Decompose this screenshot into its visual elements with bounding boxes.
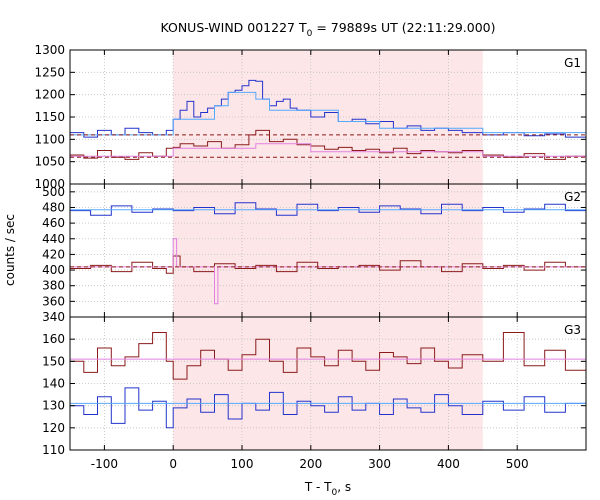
plot-area: 1000105011001150120012501300G13403603804…: [34, 43, 587, 471]
panel-g1: 1000 1050 1100 1150 1200 1250 1300 G1: [34, 43, 587, 191]
y-tick-label: 1000: [34, 177, 65, 191]
x-tick-label: 400: [437, 457, 460, 471]
series-group: [70, 79, 586, 160]
y-tick-label: 130: [42, 399, 65, 413]
y-tick-label: 150: [42, 354, 65, 368]
y-tick-label: 120: [42, 421, 65, 435]
y-tick-label: 340: [42, 310, 65, 324]
x-tick-label: 100: [231, 457, 254, 471]
y-tick-label: 480: [42, 200, 65, 214]
y-tick-label: 140: [42, 377, 65, 391]
y-tick-label: 110: [42, 443, 65, 457]
y-tick-label: 1300: [34, 43, 65, 57]
panel-label: G2: [564, 190, 581, 204]
x-tick-label: 300: [368, 457, 391, 471]
series-upper-lightcurve: [70, 332, 586, 380]
panel-label: G1: [564, 56, 581, 70]
x-tick-label: 0: [169, 457, 177, 471]
series-lower-model: [70, 143, 586, 157]
x-tick-label: 200: [299, 457, 322, 471]
series-group: [70, 202, 586, 305]
y-tick-label: 1050: [34, 155, 65, 169]
y-tick-label: 1200: [34, 88, 65, 102]
series-group: [70, 332, 586, 429]
y-tick-label: 420: [42, 247, 65, 261]
panel-g3: 110 120 130 140 150 160 G3 -100 0 100 200 300 400 500: [42, 316, 587, 471]
y-tick-label: 440: [42, 232, 65, 246]
x-tick-label: 500: [506, 457, 529, 471]
y-tick-label: 1150: [34, 110, 65, 124]
chart-title: KONUS-WIND 001227 T0 = 79889s UT (22:11:…: [160, 20, 495, 39]
y-tick-label: 500: [42, 185, 65, 199]
x-tick-label: -100: [91, 457, 118, 471]
y-tick-label: 460: [42, 216, 65, 230]
series-lower-model: [70, 238, 586, 305]
panel-label: G3: [564, 323, 581, 337]
y-axis-label: counts / sec: [3, 214, 17, 286]
y-tick-label: 400: [42, 263, 65, 277]
y-tick-label: 160: [42, 332, 65, 346]
series-lower-lightcurve: [70, 387, 586, 429]
y-tick-label: 380: [42, 279, 65, 293]
interval-shade: [173, 184, 483, 317]
y-tick-label: 1100: [34, 132, 65, 146]
series-upper-lightcurve: [70, 202, 586, 216]
x-axis-label: T - T0, s: [304, 480, 351, 498]
y-tick-label: 1250: [34, 65, 65, 79]
series-upper-model: [70, 91, 586, 136]
series-lower-lightcurve: [70, 255, 586, 274]
title-subscript: 0: [307, 29, 313, 39]
y-tick-label: 360: [42, 294, 65, 308]
x-axis-label-subscript: 0: [332, 488, 338, 498]
